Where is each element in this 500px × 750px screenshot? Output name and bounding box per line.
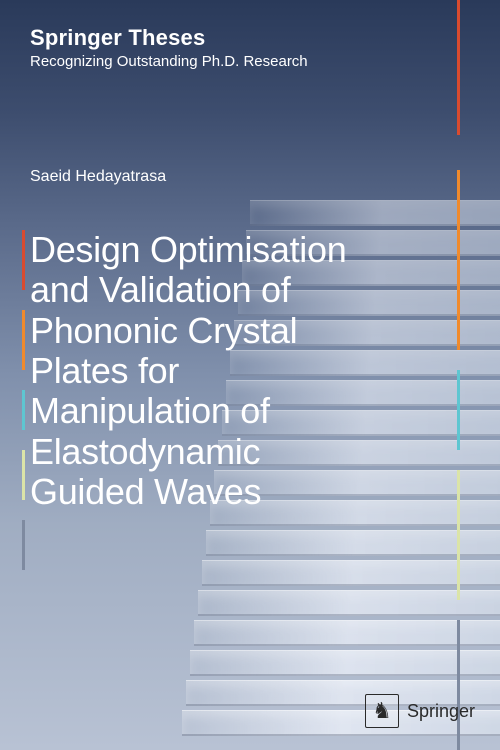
accent-segment bbox=[457, 470, 460, 600]
accent-segment bbox=[457, 0, 460, 135]
publisher-block: ♞ Springer bbox=[365, 694, 475, 728]
accent-segment bbox=[22, 230, 25, 290]
series-subtitle: Recognizing Outstanding Ph.D. Research bbox=[30, 53, 308, 70]
stair-step bbox=[190, 650, 500, 676]
title-accent-line bbox=[22, 0, 25, 750]
book-cover: Springer Theses Recognizing Outstanding … bbox=[0, 0, 500, 750]
stair-step bbox=[206, 530, 500, 556]
accent-segment bbox=[457, 620, 460, 750]
accent-segment bbox=[457, 370, 460, 450]
publisher-name: Springer bbox=[407, 701, 475, 722]
publisher-logo-icon: ♞ bbox=[365, 694, 399, 728]
stair-step bbox=[202, 560, 500, 586]
book-title: Design Optimisation and Validation of Ph… bbox=[30, 230, 380, 512]
accent-segment bbox=[457, 170, 460, 350]
stair-step bbox=[250, 200, 500, 226]
accent-segment bbox=[22, 310, 25, 370]
stair-step bbox=[198, 590, 500, 616]
horse-icon: ♞ bbox=[372, 698, 392, 724]
author-name: Saeid Hedayatrasa bbox=[30, 168, 166, 186]
stair-step bbox=[194, 620, 500, 646]
series-header: Springer Theses Recognizing Outstanding … bbox=[30, 25, 308, 70]
right-accent-line bbox=[457, 0, 460, 750]
accent-segment bbox=[22, 450, 25, 500]
accent-segment bbox=[22, 390, 25, 430]
series-title: Springer Theses bbox=[30, 25, 308, 51]
accent-segment bbox=[22, 520, 25, 570]
